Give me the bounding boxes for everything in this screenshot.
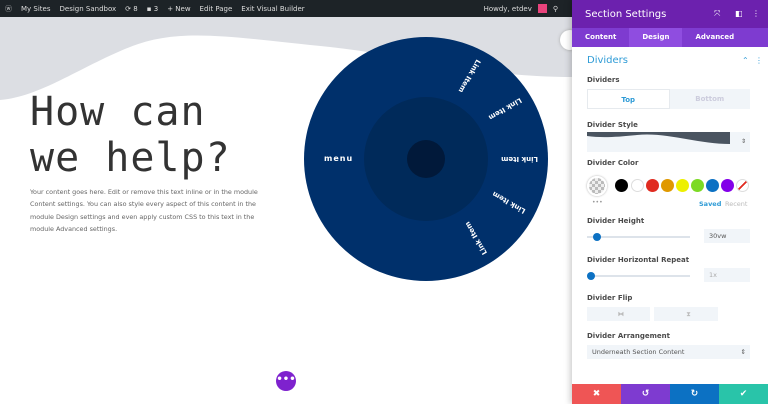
menu-link-item[interactable]: Link Item <box>501 155 538 163</box>
divider-style-select[interactable]: ⇕ <box>587 132 750 152</box>
wordpress-icon[interactable]: ⓦ <box>5 4 12 13</box>
admin-exit-builder[interactable]: Exit Visual Builder <box>241 4 305 13</box>
more-options-button[interactable]: ••• <box>276 371 296 391</box>
menu-core[interactable] <box>407 140 445 178</box>
flip-horizontal-button[interactable]: ⧓ <box>587 307 650 321</box>
updates-count: 8 <box>133 4 138 13</box>
circular-menu[interactable]: menu Link Item Link Item Link Item Link … <box>304 37 548 281</box>
hero-body[interactable]: Your content goes here. Edit or remove t… <box>30 188 258 234</box>
height-input[interactable]: 30vw <box>704 229 750 243</box>
menu-link-item[interactable]: Link Item <box>463 220 489 256</box>
panel-tabs: Content Design Advanced <box>572 28 768 47</box>
select-arrows-icon: ⇕ <box>740 348 746 356</box>
menu-label[interactable]: menu <box>324 154 354 163</box>
cancel-button[interactable]: ✖ <box>572 384 621 404</box>
collapse-icon[interactable]: ⌃ <box>742 56 749 65</box>
section-menu-icon[interactable]: ⋮ <box>755 56 763 65</box>
divider-position-toggle: Top Bottom <box>587 89 750 109</box>
admin-edit-page[interactable]: Edit Page <box>199 4 233 13</box>
comments-count: 3 <box>153 4 159 13</box>
repeat-slider[interactable] <box>587 272 690 280</box>
dividers-label: Dividers <box>587 76 620 84</box>
menu-link-item[interactable]: Link Item <box>491 189 527 215</box>
swatch-black[interactable] <box>615 179 628 192</box>
repeat-input[interactable]: 1x <box>704 268 750 282</box>
height-label: Divider Height <box>587 217 645 225</box>
globe-icon[interactable] <box>560 30 572 50</box>
tab-content[interactable]: Content <box>585 33 617 41</box>
saved-colors-tab[interactable]: Saved <box>699 200 722 208</box>
custom-color-picker[interactable] <box>587 176 607 196</box>
admin-greeting[interactable]: Howdy, etdev <box>483 4 532 13</box>
swatch-white[interactable] <box>631 179 644 192</box>
menu-inner-ring <box>364 97 488 221</box>
sidebar-toggle-icon[interactable]: ◧ <box>735 9 743 18</box>
admin-my-sites[interactable]: My Sites <box>21 4 51 13</box>
toggle-bottom[interactable]: Bottom <box>695 95 725 103</box>
redo-button[interactable]: ↻ <box>670 384 719 404</box>
repeat-label: Divider Horizontal Repeat <box>587 256 690 264</box>
swatch-orange[interactable] <box>661 179 674 192</box>
select-arrows-icon: ⇕ <box>740 138 746 145</box>
admin-new[interactable]: + New <box>167 4 191 13</box>
save-button[interactable]: ✔ <box>719 384 768 404</box>
avatar[interactable] <box>537 4 547 13</box>
height-slider[interactable] <box>587 233 690 241</box>
admin-site-name[interactable]: Design Sandbox <box>59 4 117 13</box>
hero-title[interactable]: How can we help? <box>30 89 231 181</box>
search-icon[interactable]: ⚲ <box>552 4 558 13</box>
wave-preview <box>587 132 730 144</box>
arrangement-select[interactable]: Underneath Section Content ⇕ <box>587 345 750 359</box>
swatch-none[interactable] <box>736 179 749 192</box>
admin-updates[interactable]: ⟳ 8 <box>125 4 138 13</box>
arrangement-label: Divider Arrangement <box>587 332 670 340</box>
repeat-slider-knob[interactable] <box>587 272 595 280</box>
swatch-red[interactable] <box>646 179 659 192</box>
settings-panel: Section Settings ⤧ ◧ ⋮ Content Design Ad… <box>572 0 768 404</box>
arrangement-value: Underneath Section Content <box>592 348 685 356</box>
swatch-blue[interactable] <box>706 179 719 192</box>
flip-label: Divider Flip <box>587 294 633 302</box>
menu-link-item[interactable]: Link Item <box>487 96 523 122</box>
panel-title: Section Settings <box>585 8 667 20</box>
section-title[interactable]: Dividers <box>587 55 628 66</box>
tab-design[interactable]: Design <box>629 28 683 47</box>
undo-button[interactable]: ↺ <box>621 384 670 404</box>
panel-footer: ✖ ↺ ↻ ✔ <box>572 384 768 404</box>
more-swatches[interactable]: ••• <box>592 199 603 206</box>
swatch-green[interactable] <box>691 179 704 192</box>
recent-colors-tab[interactable]: Recent <box>725 200 748 208</box>
page-canvas: How can we help? Your content goes here.… <box>0 17 572 404</box>
admin-comments[interactable]: ▪ 3 <box>146 4 159 13</box>
tab-advanced[interactable]: Advanced <box>695 33 735 41</box>
toggle-top[interactable]: Top <box>587 89 670 109</box>
kebab-menu-icon[interactable]: ⋮ <box>752 9 760 18</box>
style-label: Divider Style <box>587 121 638 129</box>
panel-header: Section Settings ⤧ ◧ ⋮ <box>572 0 768 28</box>
color-label: Divider Color <box>587 159 639 167</box>
expand-icon[interactable]: ⤧ <box>714 9 721 18</box>
swatch-yellow[interactable] <box>676 179 689 192</box>
flip-vertical-button[interactable]: ⧗ <box>654 307 718 321</box>
menu-link-item[interactable]: Link Item <box>456 58 482 94</box>
height-slider-knob[interactable] <box>593 233 601 241</box>
swatch-purple[interactable] <box>721 179 734 192</box>
